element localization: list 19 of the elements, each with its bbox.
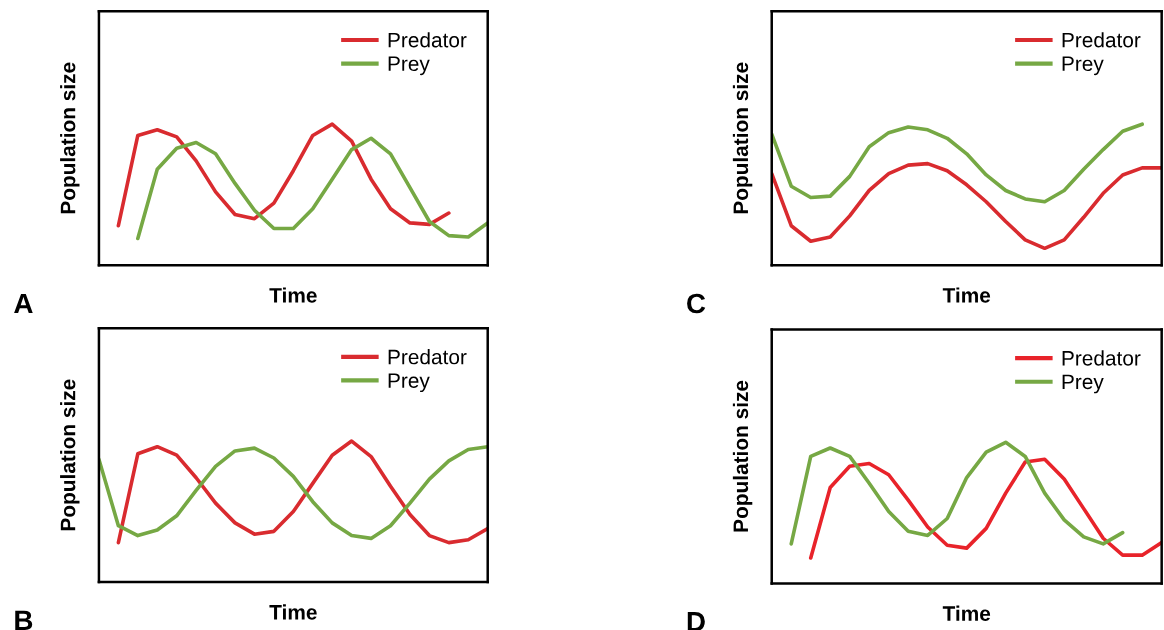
legend-label: Predator [388, 32, 467, 48]
legend-label: Predator [1062, 32, 1141, 48]
x-axis-title: Time [942, 287, 991, 303]
legend-label: Predator [1062, 350, 1141, 366]
x-axis-title: Time [942, 605, 991, 621]
legend-label: Prey [388, 373, 430, 393]
legend-label: Prey [1062, 56, 1104, 76]
text: A [14, 293, 33, 314]
legend-label: Predator [388, 349, 467, 365]
text: B [15, 610, 33, 630]
legend-label: Prey [1062, 374, 1104, 394]
legend-label: Prey [388, 56, 430, 76]
y-axis-title: Population size [60, 379, 80, 531]
x-axis-title: Time [269, 287, 317, 303]
x-axis-title: Time [269, 604, 317, 620]
y-axis-title: Population size [60, 62, 80, 214]
text: C [687, 293, 706, 314]
y-axis-title: Population size [732, 62, 753, 214]
y-axis-title: Population size [732, 380, 753, 532]
